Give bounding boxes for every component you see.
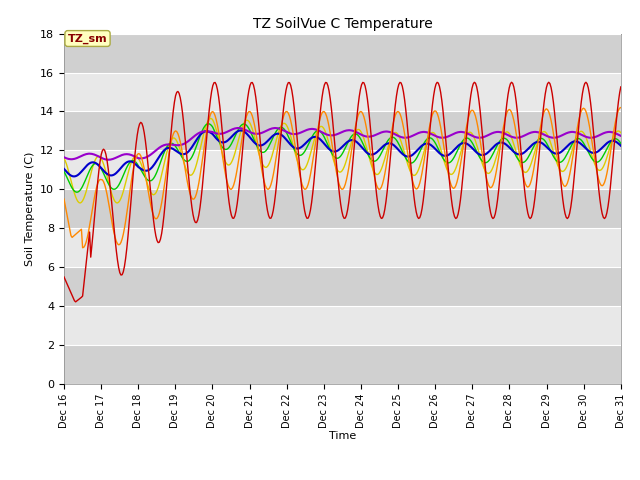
Bar [64,72,621,111]
Line: C-05_T: C-05_T [64,82,621,302]
X-axis label: Time: Time [329,431,356,441]
Y-axis label: Soil Temperature (C): Soil Temperature (C) [24,152,35,266]
C-50_T [298,130,305,135]
C-40_T [70,173,78,179]
C-10_T [470,110,478,116]
C-50_T [374,131,381,137]
C-20_T [374,171,381,177]
C-05_T [568,195,576,201]
C-40_T [237,128,244,133]
Bar [64,189,621,228]
C-40_T [374,148,381,154]
C-05_T [470,79,478,85]
C-20_T [568,148,576,154]
C-50_T [104,157,112,163]
Bar [64,345,621,384]
C-20_T [298,166,305,172]
Line: C-20_T: C-20_T [64,119,621,203]
C-20_T [472,138,479,144]
C-30_T [401,153,408,159]
C-05_T [234,192,242,197]
Line: C-10_T: C-10_T [64,108,621,248]
Line: C-50_T: C-50_T [64,128,621,160]
C-10_T [296,173,304,179]
C-30_T [60,168,68,174]
C-40_T [472,148,479,154]
C-50_T [234,125,242,131]
C-30_T [617,141,625,146]
C-20_T [207,116,214,121]
C-10_T [79,245,86,251]
C-50_T [60,155,68,160]
C-10_T [373,182,381,188]
C-30_T [568,142,576,147]
C-30_T [236,125,243,131]
C-10_T [617,105,625,110]
Bar [64,267,621,306]
Text: TZ_sm: TZ_sm [68,34,108,44]
C-30_T [204,121,212,127]
C-05_T [545,79,552,85]
C-05_T [617,84,625,90]
C-20_T [60,156,68,161]
C-40_T [298,144,305,150]
C-50_T [401,135,408,141]
C-10_T [60,196,68,202]
C-40_T [568,139,576,145]
C-30_T [73,189,81,195]
C-10_T [234,159,242,165]
C-30_T [374,156,381,162]
C-30_T [298,152,305,158]
C-05_T [373,192,381,198]
Bar [64,111,621,150]
C-40_T [234,128,242,134]
C-50_T [472,134,479,140]
C-10_T [399,124,407,130]
C-10_T [567,166,575,171]
Bar [64,306,621,345]
C-05_T [60,274,68,280]
C-50_T [568,129,576,135]
C-05_T [72,299,79,305]
C-40_T [401,153,408,158]
C-40_T [617,143,625,149]
Title: TZ SoilVue C Temperature: TZ SoilVue C Temperature [253,17,432,31]
C-05_T [399,89,407,95]
C-50_T [617,133,625,139]
Line: C-30_T: C-30_T [64,124,621,192]
C-20_T [76,200,84,206]
Bar [64,150,621,189]
C-50_T [236,125,243,131]
C-20_T [236,133,243,139]
C-05_T [296,168,304,173]
C-20_T [401,150,408,156]
C-30_T [472,146,479,152]
Bar [64,228,621,267]
Line: C-40_T: C-40_T [64,131,621,176]
C-40_T [60,166,68,172]
Bar [64,34,621,72]
C-20_T [617,130,625,135]
